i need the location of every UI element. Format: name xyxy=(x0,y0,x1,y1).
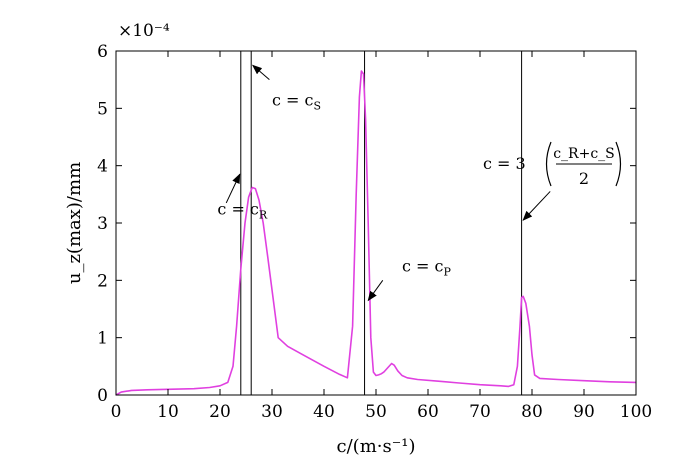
x-tick-label: 80 xyxy=(521,402,543,422)
annotation-label: c = cR xyxy=(217,199,268,221)
plot-frame xyxy=(115,50,637,396)
formula-right-paren xyxy=(615,141,622,187)
y-tick-label: 4 xyxy=(97,157,108,177)
annotation-label: c = cS xyxy=(272,90,321,112)
y-axis-label: u_z(max)/mm xyxy=(64,162,85,284)
y-tick-label: 1 xyxy=(97,329,108,349)
series-group xyxy=(115,70,637,396)
x-tick-label: 30 xyxy=(261,402,283,422)
series-line xyxy=(115,70,637,396)
annotation-label: c = cP xyxy=(402,257,452,279)
x-tick-label: 40 xyxy=(313,402,335,422)
axis-labels: ×10⁻⁴ c/(m·s⁻¹) u_z(max)/mm xyxy=(64,21,415,457)
y-multiplier-label: ×10⁻⁴ xyxy=(118,21,170,41)
y-tick-label: 3 xyxy=(97,214,108,234)
x-tick-label: 20 xyxy=(209,402,231,422)
x-tick-label: 50 xyxy=(365,402,387,422)
x-tick-label: 60 xyxy=(417,402,439,422)
formula-numerator: c_R+c_S xyxy=(553,146,615,162)
formula-prefix: c = 3 xyxy=(483,154,526,173)
axes xyxy=(115,50,637,396)
ticks: 0 10 20 30 40 50 60 70 80 90 100 0 1 2 3 4 5 6 xyxy=(97,42,652,422)
y-tick-label: 2 xyxy=(97,271,108,291)
x-tick-label: 90 xyxy=(573,402,595,422)
annotation-arrow xyxy=(252,64,270,81)
y-tick-label: 6 xyxy=(97,42,108,62)
x-tick-label: 10 xyxy=(157,402,179,422)
annotations: c = cS c = cR c = cP c = 3 c_R+c_S 2 xyxy=(217,64,622,302)
x-tick-label: 100 xyxy=(620,402,652,422)
x-tick-label: 70 xyxy=(469,402,491,422)
annotation-arrow xyxy=(367,280,384,302)
x-tick-label: 0 xyxy=(111,402,122,422)
y-tick-label: 0 xyxy=(97,386,108,406)
formula-denominator: 2 xyxy=(579,169,589,188)
y-tick-label: 5 xyxy=(97,99,108,119)
formula-left-paren xyxy=(545,141,552,187)
annotation-arrow xyxy=(522,191,551,221)
x-axis-label: c/(m·s⁻¹) xyxy=(337,436,416,457)
annotation-arrow xyxy=(225,173,241,204)
